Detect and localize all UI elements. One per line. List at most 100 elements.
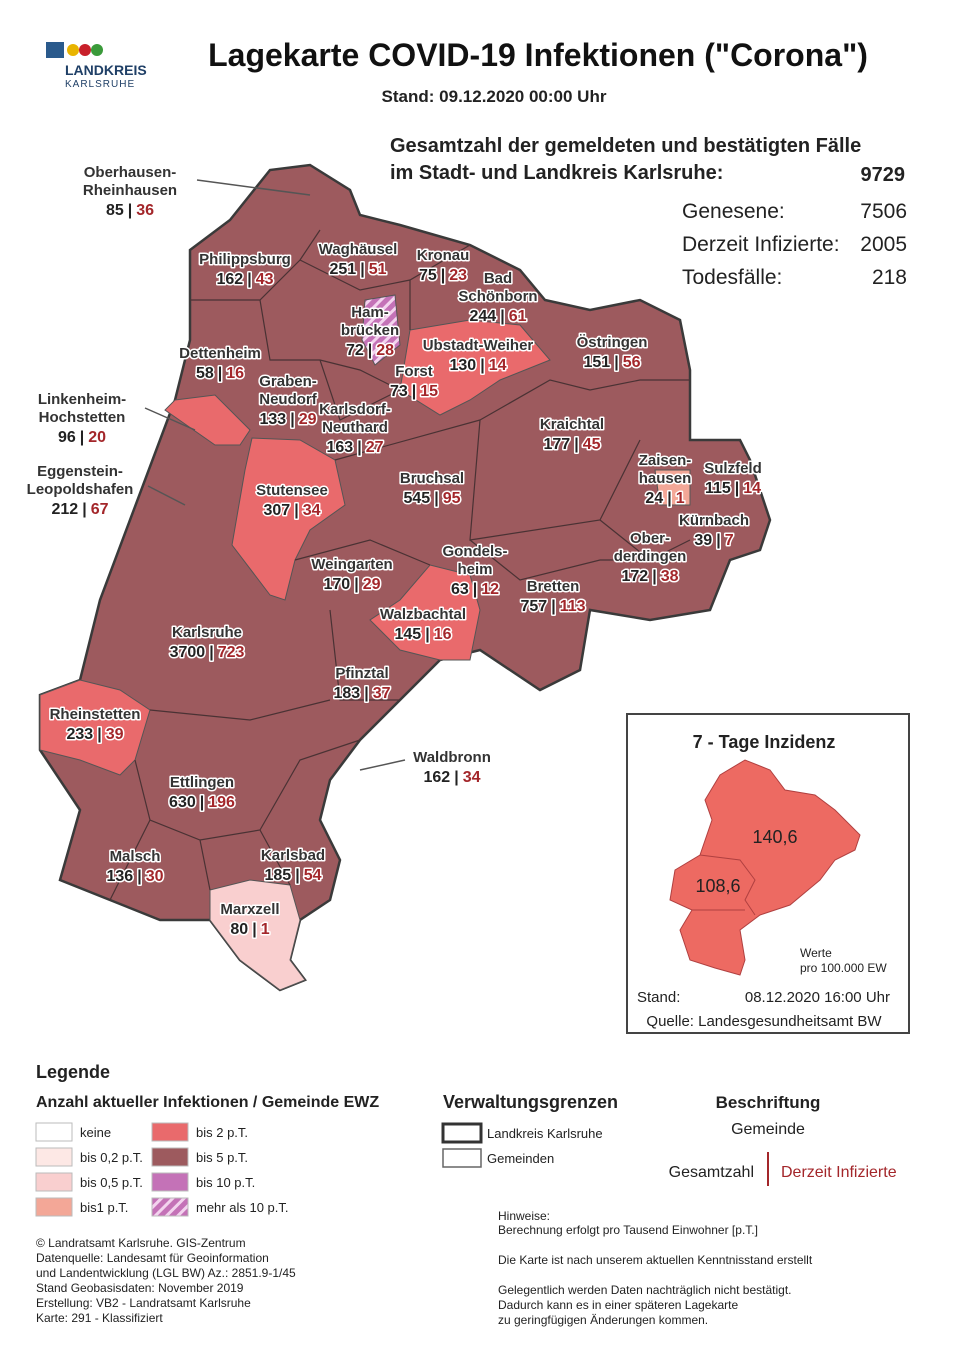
- municipality-figures: 307 | 34: [264, 502, 321, 519]
- municipality-figures: 63 | 12: [451, 581, 499, 598]
- credit-line: Stand Geobasisdaten: November 2019: [36, 1281, 244, 1295]
- municipality-figures: 24 | 1: [645, 490, 684, 507]
- totals-value: 218: [872, 266, 907, 289]
- municipality-figures: 162 | 34: [424, 769, 481, 786]
- municipality-name: Karlsdorf-: [319, 401, 391, 418]
- total-cases: 630: [169, 794, 196, 811]
- legend-label: bis 5 p.T.: [196, 1150, 248, 1165]
- logo-shape: [79, 44, 91, 56]
- separator: |: [412, 383, 416, 400]
- municipality-name: Ettlingen: [170, 774, 234, 791]
- legend-label: bis 10 p.T.: [196, 1175, 255, 1190]
- municipality-name: Leopoldshafen: [27, 481, 134, 498]
- inset-note: pro 100.000 EW: [800, 961, 887, 975]
- logo-text: LANDKREIS: [65, 62, 147, 78]
- total-cases: 96: [58, 429, 76, 446]
- total-cases: 75: [419, 267, 437, 284]
- active-cases: 37: [373, 685, 391, 702]
- active-cases: 1: [676, 490, 685, 507]
- leader-line: [359, 759, 406, 771]
- logo-shape: [91, 44, 103, 56]
- municipality-name: Dettenheim: [179, 345, 261, 362]
- municipality-name: Bretten: [527, 578, 580, 595]
- municipality-name: Eggenstein-: [37, 463, 123, 480]
- leader-line: [147, 485, 186, 506]
- separator: |: [209, 644, 213, 661]
- total-cases: 24: [645, 490, 663, 507]
- credit-line: © Landratsamt Karlsruhe. GIS-Zentrum: [36, 1236, 246, 1250]
- active-cases: 15: [420, 383, 438, 400]
- total-cases: 757: [521, 598, 548, 615]
- separator: |: [137, 868, 141, 885]
- municipality-figures: 162 | 43: [217, 271, 274, 288]
- separator: |: [290, 411, 294, 428]
- separator: |: [454, 769, 458, 786]
- municipality-figures: 75 | 23: [419, 267, 467, 284]
- separator: |: [200, 794, 204, 811]
- municipality-name: Kürnbach: [679, 512, 749, 529]
- total-cases: 80: [230, 921, 248, 938]
- municipality-figures: 39 | 7: [694, 532, 733, 549]
- municipality-figures: 73 | 15: [390, 383, 438, 400]
- legend-swatch: [35, 1172, 73, 1192]
- totals-label: Derzeit Infizierte:: [682, 233, 840, 256]
- total-cases: 151: [584, 354, 611, 371]
- municipality-name: hausen: [639, 470, 692, 487]
- municipality-figures: 96 | 20: [58, 429, 106, 446]
- separator: |: [294, 502, 298, 519]
- total-cases: 3700: [170, 644, 206, 661]
- municipality-name: Marxzell: [220, 901, 279, 918]
- active-cases: 39: [106, 726, 124, 743]
- logo-shape: [46, 42, 64, 58]
- municipality-name: Karlsbad: [261, 847, 325, 864]
- active-cases: 14: [489, 357, 507, 374]
- leader-line: [196, 179, 311, 196]
- municipality-figures: 170 | 29: [324, 576, 381, 593]
- legend-swatch: [151, 1147, 189, 1167]
- note-line: Gelegentlich werden Daten nachträglich n…: [498, 1283, 792, 1297]
- municipality-name: Karlsruhe: [172, 624, 242, 641]
- active-cases: 29: [363, 576, 381, 593]
- note-line: zu geringfügigen Änderungen kommen.: [498, 1313, 708, 1327]
- total-cases: 58: [196, 365, 214, 382]
- active-cases: 113: [560, 598, 586, 615]
- total-cases: 545: [404, 490, 431, 507]
- totals-label: Todesfälle:: [682, 266, 782, 289]
- municipality-name: brücken: [341, 322, 399, 339]
- municipality-name: Linkenheim-: [38, 391, 126, 408]
- municipality-area: [399, 319, 551, 416]
- separator: |: [425, 626, 429, 643]
- active-cases: 61: [509, 308, 527, 325]
- total-cases: 212: [52, 501, 79, 518]
- separator: |: [357, 439, 361, 456]
- municipality-name: Neudorf: [259, 391, 318, 408]
- active-cases: 27: [366, 439, 384, 456]
- total-cases: 39: [694, 532, 712, 549]
- municipality-figures: 757 | 113: [521, 598, 586, 615]
- legend-swatch: [151, 1122, 189, 1142]
- active-cases: 7: [725, 532, 734, 549]
- municipality-name: Östringen: [577, 334, 648, 351]
- municipality-name: Sulzfeld: [704, 460, 762, 477]
- municipality-figures: 3700 | 723: [170, 644, 245, 661]
- active-cases: 1: [261, 921, 270, 938]
- active-cases: 23: [449, 267, 467, 284]
- municipality-name: Malsch: [110, 848, 161, 865]
- municipality-figures: 136 | 30: [107, 868, 164, 885]
- municipality-figures: 130 | 14: [450, 357, 507, 374]
- municipality-name: Walzbachtal: [380, 606, 466, 623]
- legend-subtitle: Anzahl aktueller Infektionen / Gemeinde …: [36, 1094, 379, 1111]
- legend-label: bis 2 p.T.: [196, 1125, 248, 1140]
- active-cases: 51: [369, 261, 387, 278]
- separator: |: [218, 365, 222, 382]
- active-cases: 16: [226, 365, 244, 382]
- total-cases: 163: [327, 439, 354, 456]
- separator: |: [354, 576, 358, 593]
- separator: |: [716, 532, 720, 549]
- municipality-name: Waghäusel: [319, 241, 398, 258]
- municipality-area: [369, 564, 481, 661]
- legend-labeling-title: Beschriftung: [716, 1093, 821, 1112]
- active-cases: 14: [743, 480, 761, 497]
